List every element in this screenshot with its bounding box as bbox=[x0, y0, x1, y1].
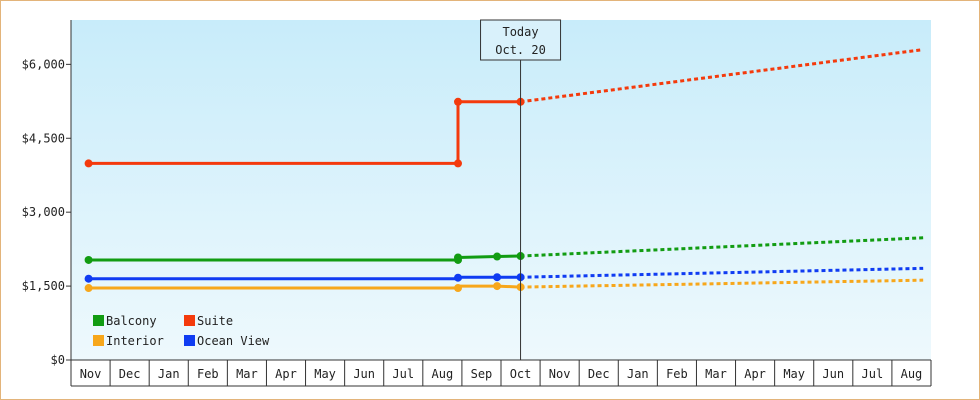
y-axis: $0 $1,500 $3,000 $4,500 $6,000 bbox=[22, 20, 72, 367]
legend-swatch-suite bbox=[184, 315, 195, 326]
x-tick-label: Nov bbox=[80, 367, 102, 381]
x-tick-label: Jul bbox=[862, 367, 884, 381]
legend-label-suite: Suite bbox=[197, 314, 233, 328]
y-tick-label: $4,500 bbox=[22, 131, 65, 145]
y-tick-label: $0 bbox=[51, 353, 65, 367]
x-tick-label: Jun bbox=[353, 367, 375, 381]
x-tick-label: Sep bbox=[471, 367, 493, 381]
x-tick-label: Aug bbox=[901, 367, 923, 381]
today-label: Today bbox=[502, 25, 538, 39]
data-point-ocean-view bbox=[454, 273, 462, 282]
x-tick-label: Aug bbox=[432, 367, 454, 381]
x-tick-label: Jan bbox=[158, 367, 180, 381]
x-tick-label: Nov bbox=[549, 367, 571, 381]
legend-swatch-balcony bbox=[93, 315, 104, 326]
data-point-suite bbox=[84, 159, 93, 168]
y-tick-label: $1,500 bbox=[22, 279, 65, 293]
x-axis: Nov Dec Jan Feb Mar Apr May Jun Jul Aug Sep Oct Nov D… bbox=[70, 359, 932, 387]
legend-swatch-ocean-view bbox=[184, 335, 195, 346]
data-point-interior bbox=[454, 284, 462, 293]
legend-label-ocean-view: Ocean View bbox=[197, 334, 270, 348]
today-callout: Today Oct. 20 bbox=[480, 19, 562, 61]
data-point-interior bbox=[84, 284, 93, 293]
x-tick-label: Jul bbox=[392, 367, 414, 381]
y-tick-label: $3,000 bbox=[22, 205, 65, 219]
data-point-suite bbox=[454, 159, 462, 168]
x-tick-label: Mar bbox=[705, 367, 727, 381]
x-tick-label: Dec bbox=[119, 367, 141, 381]
data-point-balcony bbox=[84, 255, 93, 264]
x-tick-label: Jun bbox=[822, 367, 844, 381]
data-point-balcony bbox=[493, 252, 502, 261]
legend-swatch-interior bbox=[93, 335, 104, 346]
x-tick-label: Feb bbox=[666, 367, 688, 381]
today-date-label: Oct. 20 bbox=[495, 43, 546, 57]
x-tick-label: May bbox=[783, 367, 805, 381]
x-tick-label: May bbox=[314, 367, 336, 381]
legend-label-balcony: Balcony bbox=[106, 314, 157, 328]
x-tick-label: Feb bbox=[197, 367, 219, 381]
data-point-balcony bbox=[454, 253, 462, 262]
x-tick-label: Mar bbox=[236, 367, 258, 381]
forecast-line-suite bbox=[520, 48, 924, 104]
y-tick-label: $6,000 bbox=[22, 57, 65, 71]
data-point-ocean-view bbox=[84, 274, 93, 283]
data-point-interior bbox=[493, 282, 502, 291]
x-tick-label: Apr bbox=[744, 367, 766, 381]
data-point-suite bbox=[454, 97, 462, 106]
x-tick-label: Apr bbox=[275, 367, 297, 381]
data-point-ocean-view bbox=[493, 273, 502, 282]
series-line-suite bbox=[88, 100, 521, 165]
x-tick-label: Dec bbox=[588, 367, 610, 381]
legend: Balcony Suite Interior Ocean View bbox=[93, 314, 270, 348]
legend-label-interior: Interior bbox=[106, 334, 164, 348]
today-box bbox=[480, 19, 562, 61]
series-lines bbox=[84, 48, 924, 293]
x-tick-label: Oct bbox=[510, 367, 532, 381]
x-tick-label: Jan bbox=[627, 367, 649, 381]
plot-background bbox=[71, 20, 931, 360]
